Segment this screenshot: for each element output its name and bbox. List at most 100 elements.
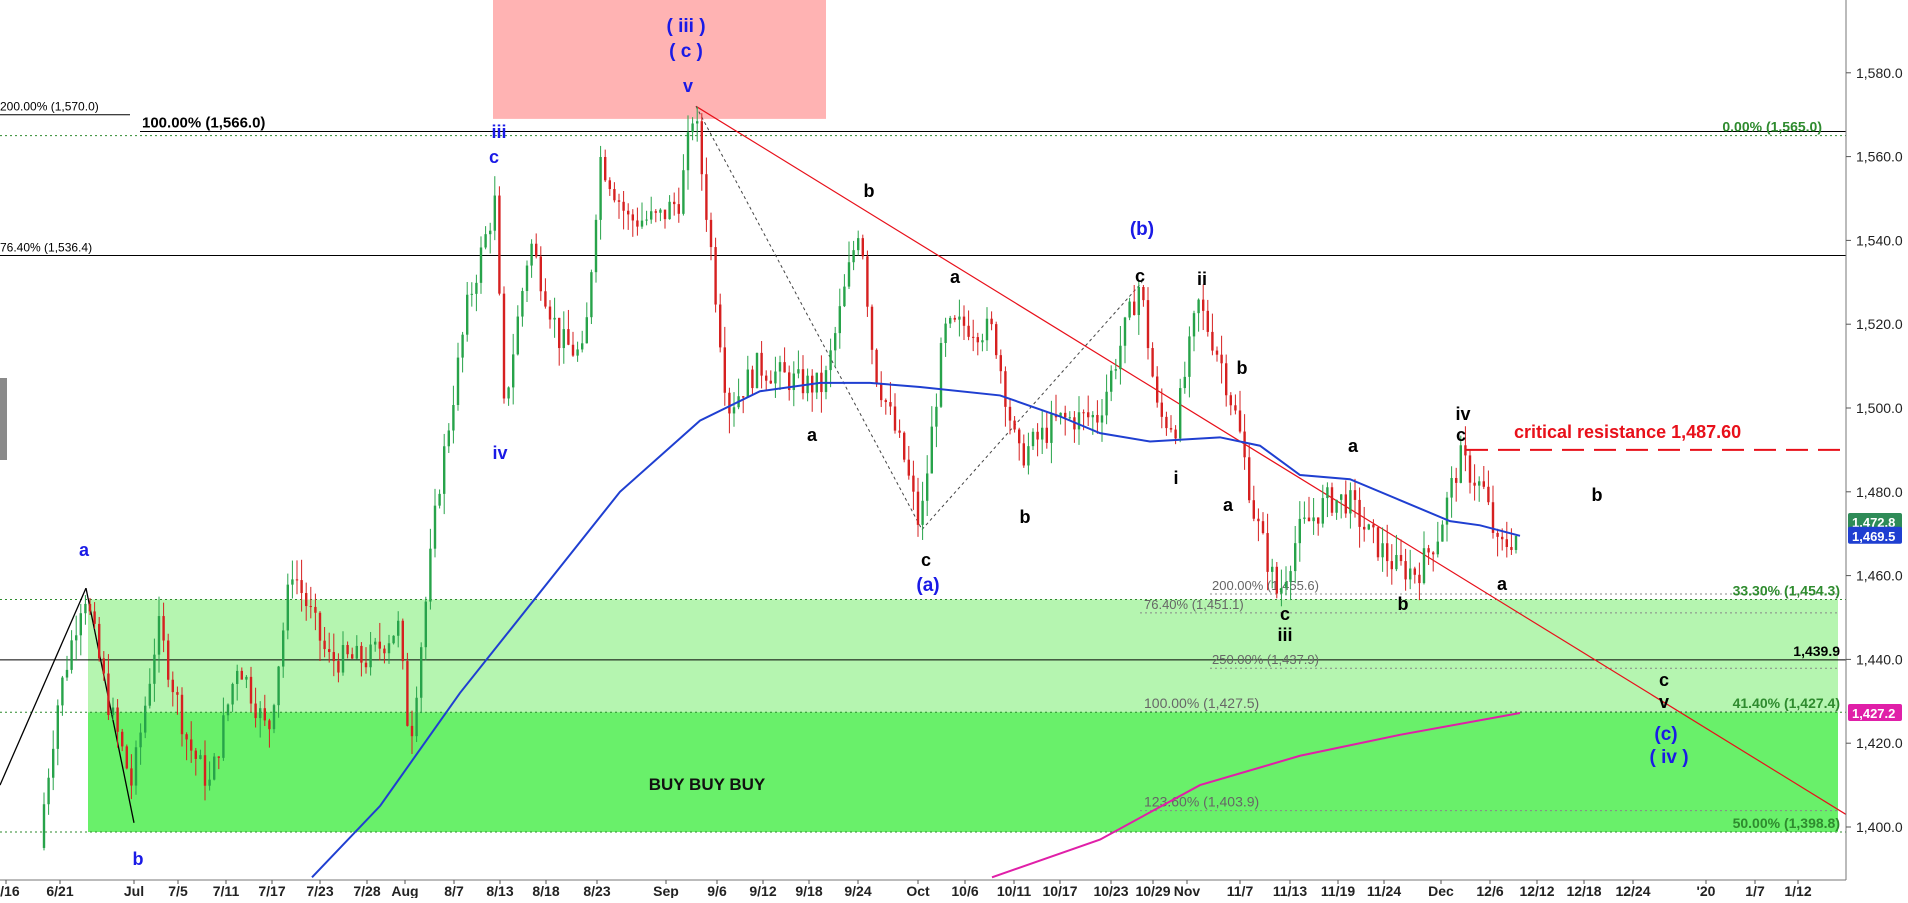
candle-body: [1321, 498, 1324, 524]
candle-body: [567, 329, 570, 345]
y-tick-label: 1,520.0: [1856, 316, 1903, 332]
candle-body: [272, 705, 276, 730]
candle-body: [392, 635, 395, 644]
candle-body: [838, 306, 841, 334]
candle-body: [332, 652, 335, 662]
downtrend-line: [695, 105, 1847, 815]
level-label: 100.00% (1,427.5): [1144, 695, 1259, 711]
level-label: 33.30% (1,454.3): [1733, 582, 1840, 598]
wave-label: ii: [1197, 269, 1207, 289]
candle-body: [1188, 336, 1191, 377]
candle-body: [1386, 543, 1389, 562]
x-tick-label: 7/17: [258, 883, 285, 898]
candle-body: [383, 648, 386, 654]
candle-body: [659, 209, 662, 213]
candle-body: [121, 731, 124, 747]
candle-body: [1096, 414, 1099, 423]
level-label: 76.40% (1,536.4): [0, 240, 92, 254]
candle-body: [1455, 477, 1458, 483]
candle-body: [360, 645, 363, 663]
candle-body: [857, 238, 860, 251]
candle-body: [843, 286, 846, 307]
candle-body: [489, 230, 492, 235]
candle-body: [723, 347, 726, 393]
ma2_value-tag-label: 1,427.2: [1852, 706, 1895, 721]
wave-label: c: [1659, 670, 1669, 690]
candle-body: [116, 707, 119, 732]
x-tick-label: 10/11: [997, 883, 1031, 898]
last_price-tag: [1848, 512, 1902, 530]
wave-label: b: [1020, 507, 1031, 527]
candle-body: [190, 739, 193, 751]
candle-body: [282, 630, 285, 667]
candle-body: [1330, 487, 1334, 513]
candle-body: [1468, 455, 1472, 483]
candles-layer: [42, 106, 1518, 851]
candle-body: [1326, 487, 1329, 499]
candle-body: [949, 317, 952, 324]
candle-body: [1418, 574, 1421, 584]
candle-body: [479, 247, 483, 283]
wave-label: iv: [492, 443, 507, 463]
candle-body: [1004, 371, 1007, 407]
candle-body: [1022, 443, 1025, 466]
candle-body: [976, 337, 979, 343]
level-label: 200.00% (1,570.0): [0, 100, 99, 114]
candle-body: [939, 343, 943, 407]
candle-body: [1248, 457, 1251, 501]
level-label: 1,439.9: [1793, 643, 1840, 659]
wave-label: a: [79, 540, 90, 560]
candle-body: [438, 493, 441, 506]
candle-body: [755, 352, 759, 389]
level-label: 200.00% (1,455.6): [1212, 578, 1319, 593]
wave-label: a: [950, 267, 961, 287]
x-tick-label: 9/18: [795, 883, 822, 898]
candle-body: [962, 316, 966, 326]
candle-body: [1197, 299, 1200, 314]
candle-body: [990, 318, 993, 325]
candle-body: [153, 654, 156, 684]
candle-body: [1220, 354, 1223, 364]
candle-body: [1280, 588, 1283, 594]
candle-body: [1100, 415, 1104, 423]
x-tick-label: 8/18: [532, 883, 559, 898]
candle-body: [981, 340, 984, 343]
candle-body: [884, 400, 887, 403]
candle-body: [1317, 517, 1320, 524]
candle-body: [144, 705, 147, 733]
wave-label: b: [1398, 594, 1409, 614]
candle-body: [705, 174, 708, 220]
candle-body: [686, 132, 690, 171]
candle-body: [548, 306, 552, 320]
candle-body: [341, 645, 345, 673]
candle-body: [1064, 412, 1067, 418]
candle-body: [291, 579, 294, 585]
candle-body: [1215, 350, 1219, 355]
ma-line: [311, 381, 1521, 878]
candle-body: [1496, 532, 1499, 537]
candle-body: [1041, 427, 1044, 440]
wave-label: c: [1456, 425, 1466, 445]
candle-body: [1478, 481, 1481, 486]
candle-body: [1335, 499, 1338, 513]
x-tick-label: Sep: [653, 883, 679, 898]
candle-body: [903, 432, 906, 460]
levels-layer: 200.00% (1,570.0) 100.00% (1,566.0) 0.00% …: [0, 100, 1846, 833]
y-axis-panel: [1846, 0, 1908, 898]
candle-body: [1252, 500, 1255, 519]
wave-label: a: [1223, 495, 1234, 515]
candle-body: [1510, 547, 1513, 550]
candle-body: [406, 661, 409, 726]
x-tick-label: '20: [1697, 883, 1716, 898]
candle-body: [397, 620, 400, 636]
wave-label: iii: [1277, 625, 1292, 645]
candle-body: [594, 219, 598, 273]
candle-body: [323, 640, 326, 650]
candle-body: [222, 715, 225, 758]
candle-body: [972, 336, 975, 338]
candle-body: [852, 250, 855, 263]
guides-layer: critical resistance 1,487.60: [0, 105, 1847, 823]
x-tick-label: 12/18: [1566, 883, 1601, 898]
candle-body: [277, 666, 280, 706]
candle-body: [217, 756, 220, 758]
